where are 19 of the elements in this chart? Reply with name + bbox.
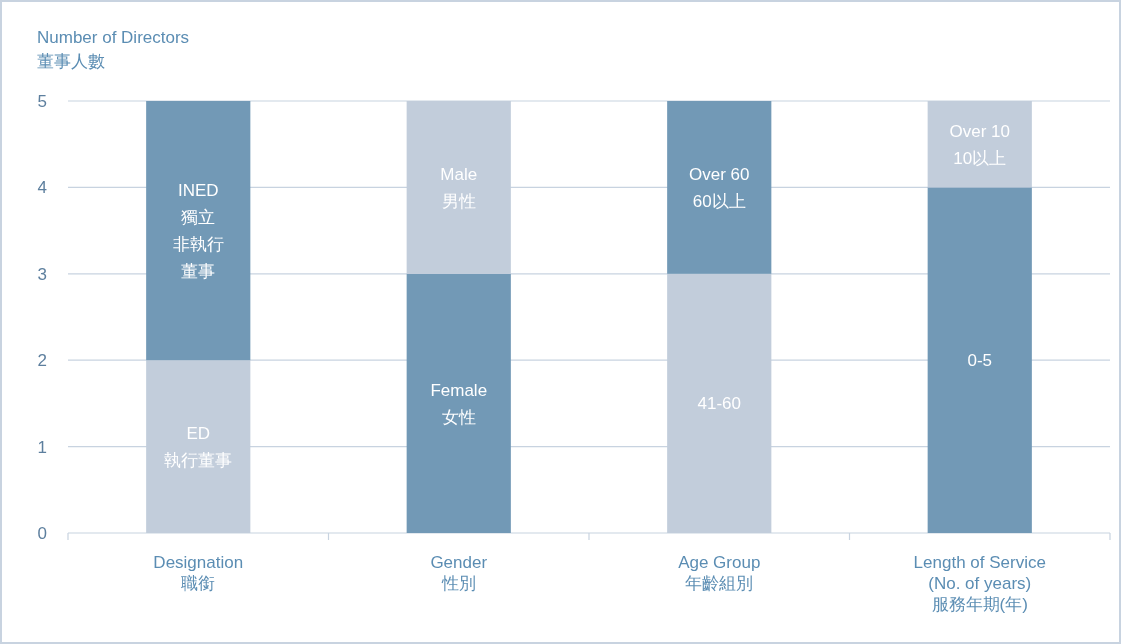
- y-axis-title: Number of Directors 董事人數: [37, 28, 190, 71]
- data-label: INED 獨立非執行董事: [172, 181, 224, 282]
- data-label: Over 60 60以上: [689, 164, 750, 211]
- data-label: ED 執行董事: [164, 424, 233, 471]
- x-tick-label: Gender 性別: [430, 553, 488, 593]
- data-label: Female 女性: [430, 380, 488, 427]
- data-label: Over 10 10以上: [949, 121, 1010, 168]
- y-tick-label: 4: [37, 178, 47, 198]
- y-tick-label: 1: [37, 437, 47, 457]
- y-tick-label: 3: [37, 264, 47, 284]
- y-tick-label: 5: [37, 92, 47, 111]
- x-tick-label: Length of Service (No. of years) 服務年期(年): [913, 553, 1046, 614]
- y-tick-label: 2: [37, 351, 47, 371]
- x-tick-label: Designation 職銜: [153, 553, 244, 593]
- data-label: 41-60: [697, 394, 741, 414]
- y-tick-label: 0: [37, 524, 47, 543]
- data-label: Male 男性: [440, 164, 478, 211]
- x-tick-label: Age Group 年齡組別: [678, 553, 761, 593]
- data-label: 0-5: [967, 351, 993, 371]
